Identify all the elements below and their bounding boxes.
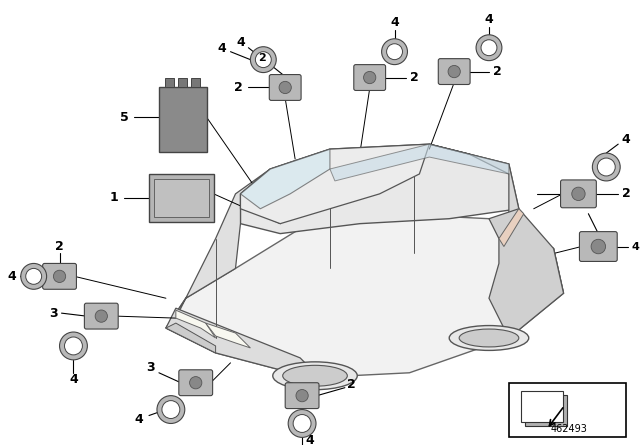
Text: 3: 3 [49, 306, 58, 319]
Circle shape [591, 239, 605, 254]
Text: 4: 4 [69, 373, 78, 386]
FancyBboxPatch shape [269, 74, 301, 100]
Circle shape [481, 40, 497, 56]
Text: 3: 3 [147, 361, 156, 375]
Text: 2: 2 [410, 71, 419, 84]
Text: 2: 2 [259, 53, 266, 63]
Polygon shape [429, 144, 564, 293]
Polygon shape [176, 310, 216, 338]
Text: 4: 4 [484, 13, 493, 26]
Circle shape [572, 187, 585, 201]
Circle shape [293, 414, 311, 432]
Circle shape [448, 65, 460, 78]
Text: 1: 1 [110, 191, 118, 204]
FancyBboxPatch shape [354, 65, 385, 90]
Bar [521, 391, 563, 422]
Circle shape [53, 270, 66, 283]
Ellipse shape [449, 326, 529, 350]
Circle shape [296, 389, 308, 402]
FancyBboxPatch shape [438, 59, 470, 85]
Text: 4: 4 [236, 36, 245, 49]
FancyBboxPatch shape [179, 370, 212, 396]
Bar [154, 179, 209, 217]
FancyBboxPatch shape [43, 263, 76, 289]
Circle shape [593, 153, 620, 181]
Circle shape [20, 263, 47, 289]
Text: 4: 4 [631, 241, 639, 251]
Text: 4: 4 [217, 42, 226, 55]
Circle shape [288, 409, 316, 437]
Circle shape [95, 310, 108, 322]
Circle shape [189, 377, 202, 389]
FancyBboxPatch shape [579, 232, 617, 262]
Polygon shape [166, 214, 564, 378]
Polygon shape [166, 308, 310, 378]
Ellipse shape [459, 329, 519, 347]
Text: 4: 4 [306, 434, 314, 447]
Circle shape [162, 401, 180, 418]
Circle shape [65, 337, 83, 355]
Text: 2: 2 [234, 81, 243, 94]
Text: 462493: 462493 [550, 424, 587, 435]
Ellipse shape [283, 365, 348, 386]
FancyBboxPatch shape [84, 303, 118, 329]
Bar [178, 78, 187, 87]
Polygon shape [489, 209, 564, 338]
Text: 2: 2 [55, 240, 64, 253]
FancyBboxPatch shape [561, 180, 596, 208]
Text: 2: 2 [348, 378, 356, 391]
Polygon shape [166, 323, 216, 353]
Circle shape [387, 44, 403, 60]
Text: 4: 4 [8, 270, 16, 283]
Bar [149, 174, 214, 222]
Circle shape [476, 35, 502, 60]
Text: 5: 5 [120, 111, 129, 124]
Polygon shape [241, 144, 429, 224]
Text: 4: 4 [390, 17, 399, 30]
Bar [525, 395, 566, 426]
Polygon shape [499, 209, 524, 246]
Circle shape [26, 268, 42, 284]
Text: 2: 2 [622, 187, 630, 200]
Bar [165, 78, 174, 87]
Polygon shape [241, 144, 519, 233]
Polygon shape [241, 149, 330, 209]
Polygon shape [166, 169, 270, 328]
Circle shape [279, 82, 291, 94]
Circle shape [597, 158, 615, 176]
Circle shape [364, 71, 376, 84]
Text: 4: 4 [622, 133, 630, 146]
Circle shape [381, 39, 408, 65]
Text: 2: 2 [493, 65, 501, 78]
Bar [191, 78, 200, 87]
FancyBboxPatch shape [285, 383, 319, 409]
Polygon shape [205, 323, 250, 348]
Circle shape [60, 332, 88, 360]
Bar [159, 87, 207, 152]
Polygon shape [330, 144, 509, 181]
Bar [509, 383, 626, 437]
Circle shape [250, 47, 276, 73]
Circle shape [255, 52, 271, 68]
Ellipse shape [273, 362, 357, 390]
Text: 4: 4 [134, 413, 143, 426]
Circle shape [157, 396, 185, 423]
